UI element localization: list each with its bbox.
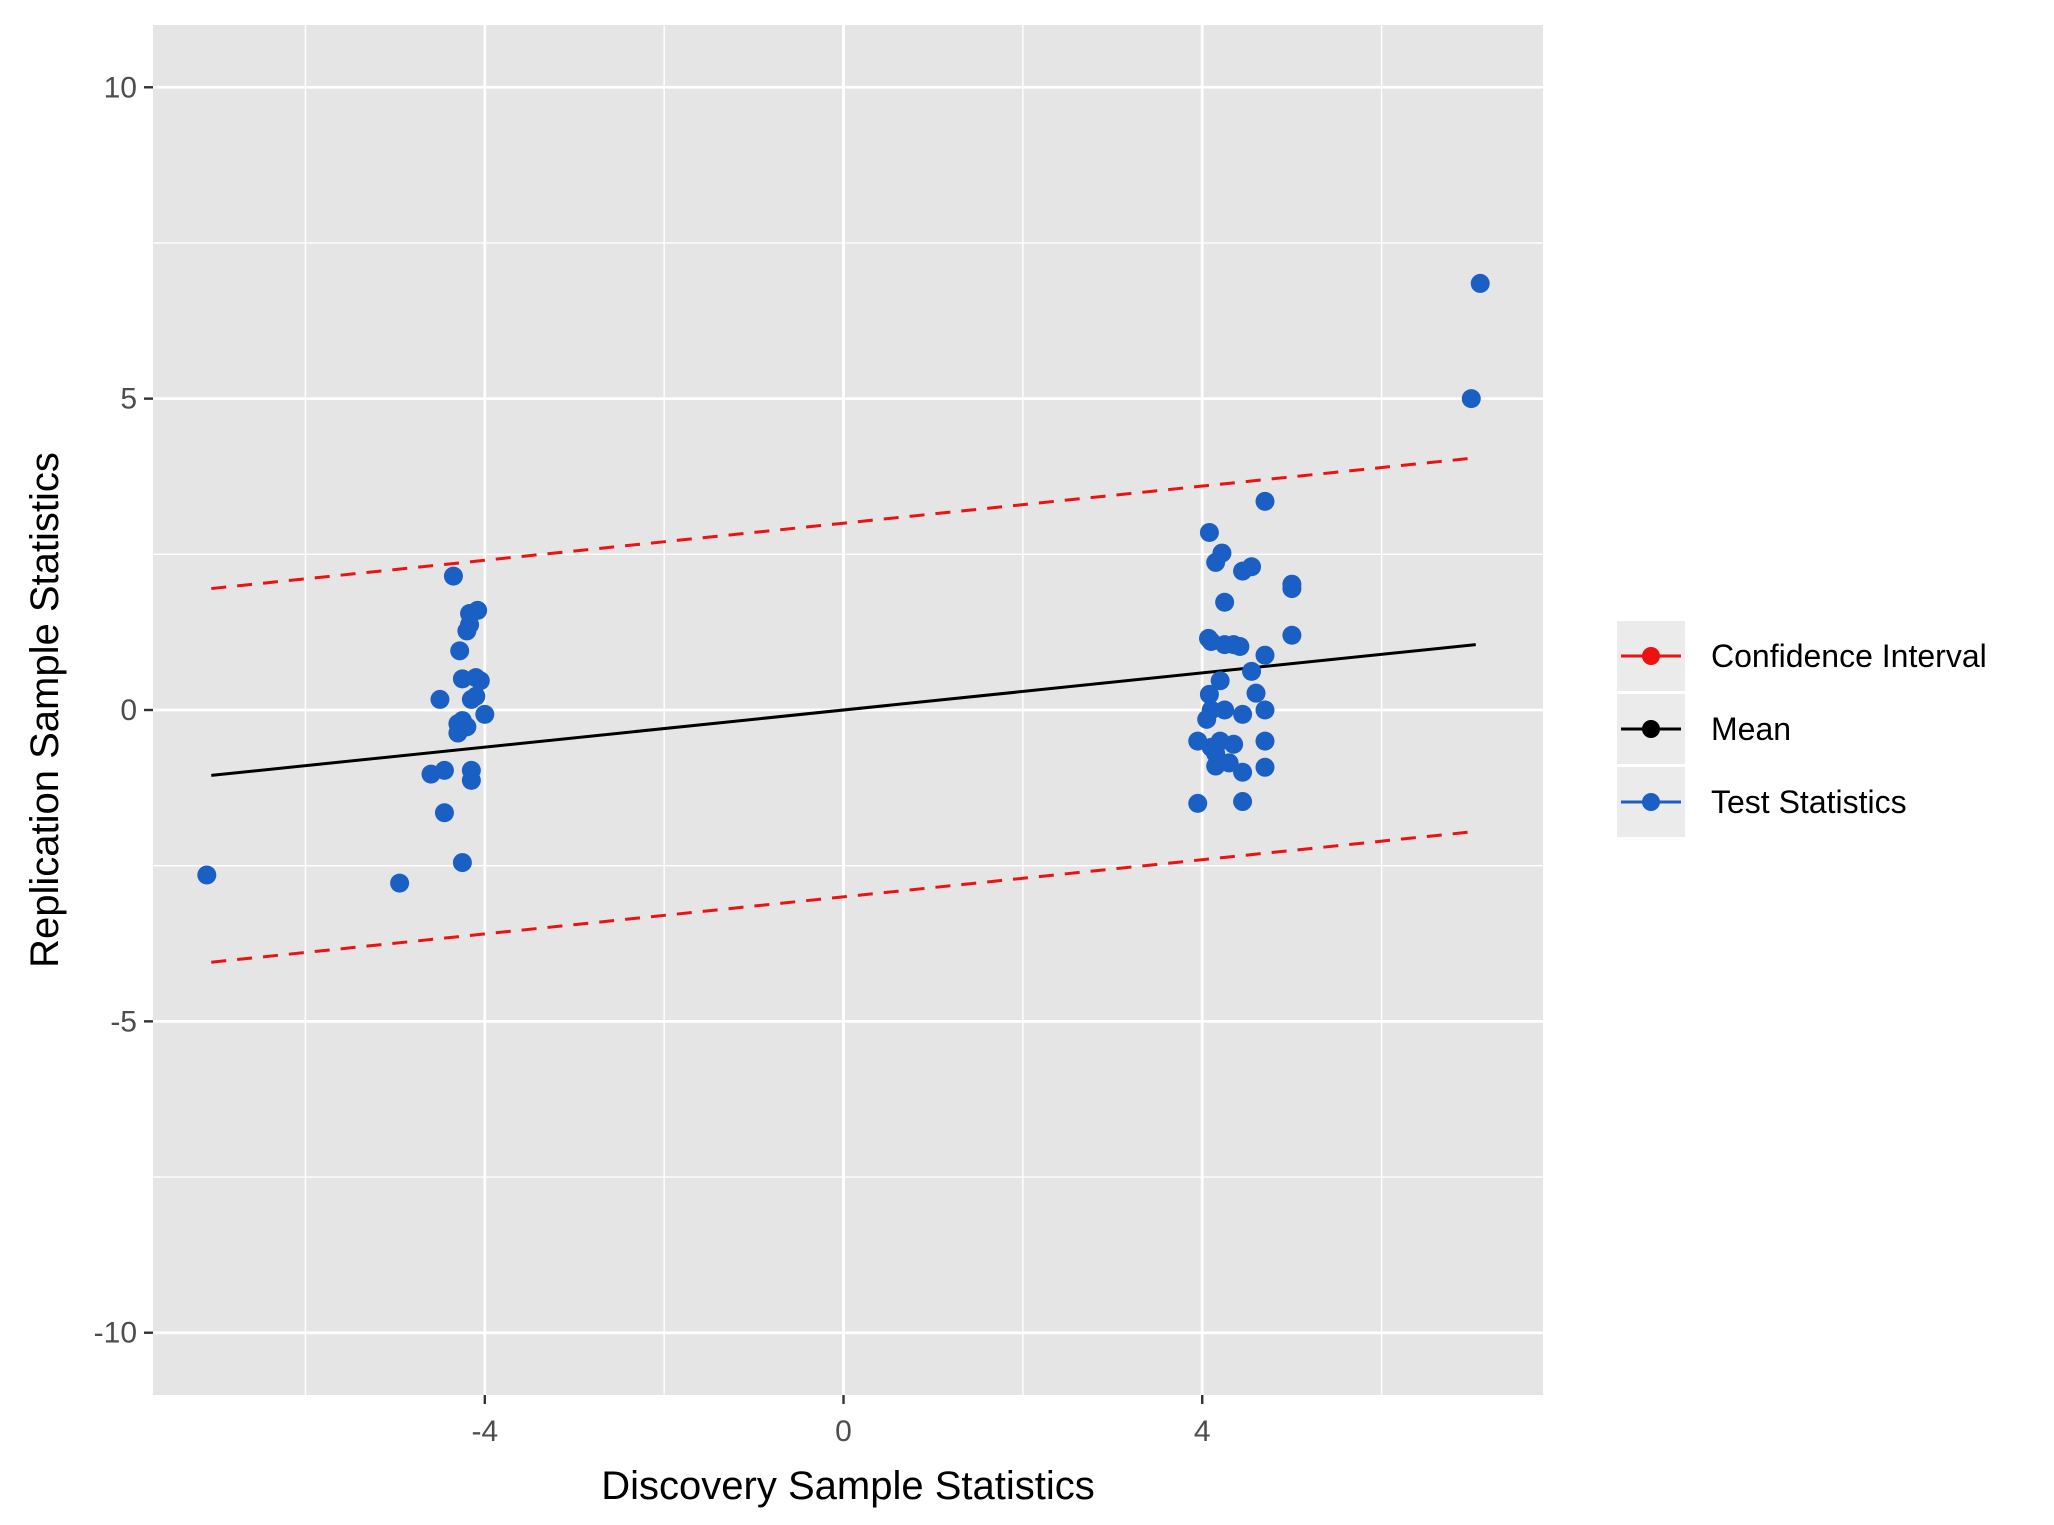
test-statistic-point [1242, 557, 1262, 577]
test-statistic-point [1470, 273, 1490, 293]
test-statistic-point [1199, 523, 1219, 543]
test-statistic-point [197, 865, 217, 885]
test-statistic-point [443, 566, 463, 586]
test-statistic-point [1255, 700, 1275, 720]
test-statistic-point [1199, 684, 1219, 704]
test-statistic-point [1242, 661, 1262, 681]
test-statistic-point [1215, 700, 1235, 720]
x-tick-label: -4 [471, 1415, 498, 1448]
x-tick-label: 4 [1194, 1415, 1211, 1448]
test-statistic-point [468, 600, 488, 620]
test-statistic-point [1233, 762, 1253, 782]
test-statistic-point [1255, 731, 1275, 751]
test-statistic-point [1230, 636, 1250, 656]
test-statistic-point [470, 671, 490, 691]
x-tick-label: 0 [835, 1415, 852, 1448]
test-statistic-point [1215, 592, 1235, 612]
legend-label: Mean [1711, 711, 1791, 747]
mean-line [211, 643, 1476, 777]
test-statistic-point [1219, 753, 1239, 773]
legend-label: Confidence Interval [1711, 638, 1987, 674]
axes: -4 0 4 -10 -5 0 5 10 [94, 71, 1211, 1448]
data-points [197, 273, 1490, 893]
test-statistic-point [1201, 700, 1221, 720]
y-tick-label: 5 [120, 383, 137, 416]
legend: Confidence Interval Mean Test Statistics [1617, 621, 1987, 837]
test-statistic-point [1282, 625, 1302, 645]
confidence-interval-line [211, 456, 1476, 591]
x-axis-title: Discovery Sample Statistics [601, 1464, 1094, 1508]
y-tick-label: -10 [94, 1317, 137, 1350]
y-tick-label: 0 [120, 694, 137, 727]
legend-key-point [1642, 720, 1660, 738]
test-statistic-point [1461, 389, 1481, 409]
test-statistic-point [1212, 543, 1232, 563]
legend-key-point [1642, 647, 1660, 665]
test-statistic-point [434, 760, 454, 780]
confidence-interval-line [211, 829, 1476, 964]
test-statistic-point [1233, 792, 1253, 812]
y-tick-label: -5 [110, 1005, 137, 1038]
test-statistic-point [430, 689, 450, 709]
test-statistic-point [1255, 645, 1275, 665]
y-tick-label: 10 [104, 71, 137, 104]
test-statistic-point [1233, 704, 1253, 724]
test-statistic-point [390, 873, 410, 893]
test-statistic-point [1246, 683, 1266, 703]
test-statistic-point [475, 704, 495, 724]
y-axis-title: Replication Sample Statistics [23, 452, 67, 968]
test-statistic-point [1282, 574, 1302, 594]
test-statistic-point [1255, 491, 1275, 511]
test-statistic-point [450, 641, 470, 661]
test-statistic-point [452, 853, 472, 873]
test-statistic-point [1255, 757, 1275, 777]
chart-lines [211, 456, 1476, 964]
test-statistic-point [1224, 734, 1244, 754]
legend-key-point [1642, 793, 1660, 811]
test-statistic-point [1188, 793, 1208, 813]
test-statistic-point [461, 760, 481, 780]
test-statistic-point [457, 717, 477, 737]
test-statistic-point [466, 686, 486, 706]
legend-label: Test Statistics [1711, 784, 1907, 820]
test-statistic-point [1210, 671, 1230, 691]
test-statistic-point [434, 803, 454, 823]
